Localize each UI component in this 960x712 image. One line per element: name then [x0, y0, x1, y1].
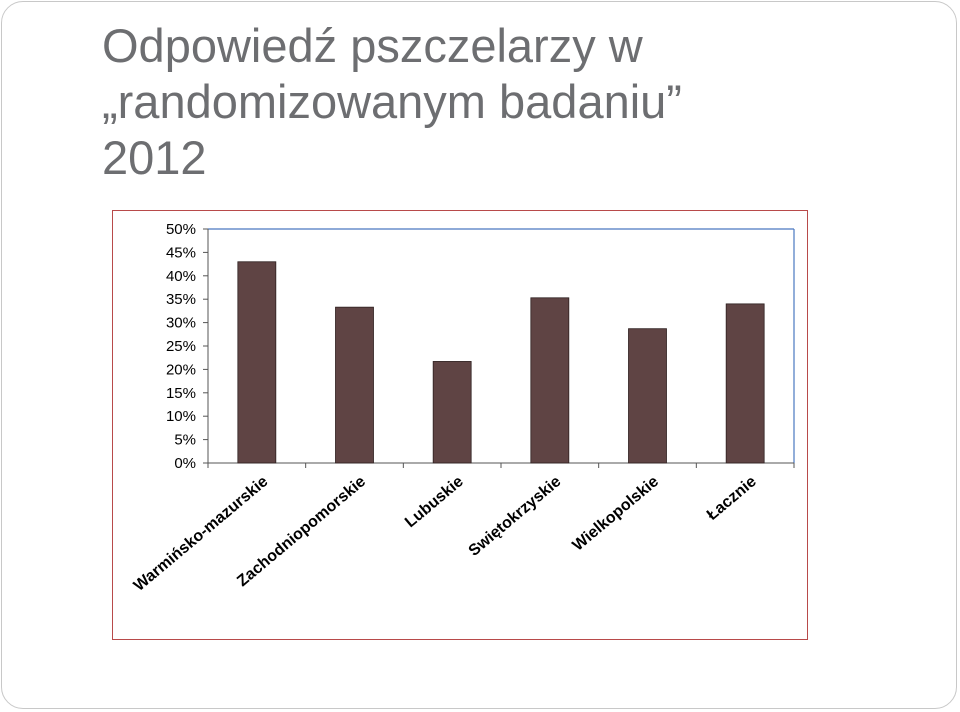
y-tick-label: 20% — [166, 361, 196, 378]
x-category-label: Swiętokrzyskie — [466, 473, 565, 560]
y-tick-label: 0% — [174, 455, 196, 472]
y-tick-label: 30% — [166, 315, 196, 332]
y-tick-label: 15% — [166, 385, 196, 402]
bar — [530, 297, 570, 464]
plot-area — [207, 228, 795, 468]
bar — [237, 261, 277, 464]
x-category-label: Łacznie — [704, 473, 760, 524]
bar — [725, 303, 765, 464]
y-tick-label: 45% — [166, 244, 196, 261]
y-axis-ticks: 0% 5% 10% 15% 20% 25% 30% 35% 40% 45% 50% — [166, 221, 208, 472]
x-category-label: Lubuskie — [402, 473, 467, 531]
bar — [335, 306, 374, 464]
y-tick-label: 5% — [174, 432, 196, 449]
bars — [237, 261, 765, 464]
y-tick-label: 25% — [166, 338, 196, 355]
y-tick-label: 50% — [166, 221, 196, 238]
y-tick-label: 10% — [166, 408, 196, 425]
x-category-label: Wielkopolskie — [570, 473, 663, 555]
bar — [432, 361, 472, 464]
bar — [628, 328, 667, 464]
slide-title: Odpowiedź pszczelarzy w „randomizowanym … — [102, 19, 682, 184]
y-tick-label: 35% — [166, 291, 196, 308]
y-tick-label: 40% — [166, 268, 196, 285]
